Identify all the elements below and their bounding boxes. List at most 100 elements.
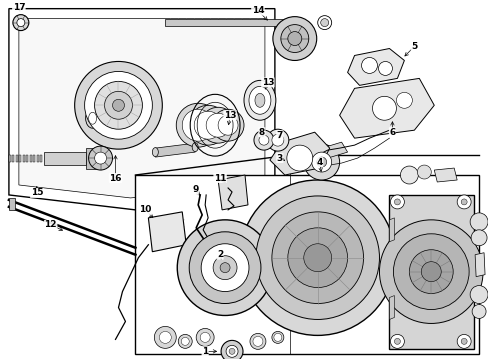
Circle shape [194,111,222,139]
Circle shape [75,62,162,149]
Circle shape [225,345,238,357]
Polygon shape [388,218,394,242]
Circle shape [213,256,237,280]
Polygon shape [135,175,478,354]
Polygon shape [44,152,85,165]
Circle shape [154,327,176,348]
Circle shape [182,109,214,141]
Text: 14: 14 [251,6,264,15]
Text: 5: 5 [410,42,417,51]
Circle shape [416,165,430,179]
Circle shape [469,285,487,303]
Text: 4: 4 [316,158,322,167]
Text: 13: 13 [224,111,236,120]
Circle shape [201,244,248,292]
Circle shape [303,244,331,272]
Circle shape [320,19,328,27]
Ellipse shape [85,108,100,128]
Circle shape [456,195,470,209]
Polygon shape [321,142,347,158]
Circle shape [317,15,331,30]
Circle shape [469,213,487,231]
Polygon shape [165,19,285,26]
Polygon shape [12,155,14,162]
Circle shape [189,232,261,303]
Circle shape [271,134,283,146]
Circle shape [94,81,142,129]
Text: 17: 17 [13,3,25,12]
Circle shape [104,91,132,119]
Circle shape [259,135,268,145]
Ellipse shape [88,112,96,124]
Circle shape [188,105,227,145]
Circle shape [200,332,210,342]
Circle shape [221,340,243,360]
Circle shape [94,152,106,164]
Circle shape [181,337,189,345]
Polygon shape [40,155,42,162]
Text: 15: 15 [30,188,43,197]
Polygon shape [9,198,15,210]
Polygon shape [16,155,18,162]
Text: 2: 2 [217,250,223,259]
Circle shape [176,103,220,147]
Polygon shape [19,19,264,198]
Polygon shape [155,143,195,157]
Circle shape [249,333,265,349]
Text: 7: 7 [276,131,283,140]
Circle shape [393,234,468,310]
Circle shape [421,262,440,282]
Circle shape [88,146,112,170]
Circle shape [273,333,281,341]
Circle shape [266,129,288,151]
Polygon shape [23,155,25,162]
Circle shape [460,338,466,345]
Polygon shape [339,78,433,138]
Circle shape [13,15,29,31]
Circle shape [17,19,25,27]
Circle shape [84,71,152,139]
Circle shape [408,250,452,293]
Text: 9: 9 [192,185,198,194]
Ellipse shape [152,148,158,157]
Circle shape [378,62,392,75]
Polygon shape [388,296,394,319]
Circle shape [389,334,404,348]
Ellipse shape [254,93,264,107]
Polygon shape [218,175,247,210]
Circle shape [316,157,326,167]
Circle shape [253,130,273,150]
Circle shape [372,96,396,120]
Polygon shape [9,9,274,210]
Circle shape [280,24,308,53]
Circle shape [218,115,238,135]
Text: 12: 12 [44,220,57,229]
Circle shape [389,195,404,209]
Circle shape [286,145,312,171]
Circle shape [178,334,192,348]
Circle shape [470,230,486,246]
Text: 10: 10 [139,206,151,215]
Circle shape [394,338,400,345]
Circle shape [287,32,301,45]
Circle shape [255,196,379,319]
Circle shape [228,348,235,354]
Text: 13: 13 [261,78,274,87]
Ellipse shape [244,80,275,120]
Polygon shape [20,155,21,162]
Circle shape [159,332,171,343]
Polygon shape [33,155,35,162]
Polygon shape [347,49,404,85]
Text: 1: 1 [202,347,208,356]
Circle shape [471,305,485,319]
Circle shape [240,180,395,336]
Polygon shape [26,155,28,162]
Text: 3: 3 [276,154,283,163]
Circle shape [396,92,411,108]
Circle shape [196,328,214,346]
Circle shape [271,212,363,303]
Polygon shape [474,253,484,276]
Polygon shape [37,155,39,162]
Polygon shape [85,148,95,169]
Circle shape [456,334,470,348]
